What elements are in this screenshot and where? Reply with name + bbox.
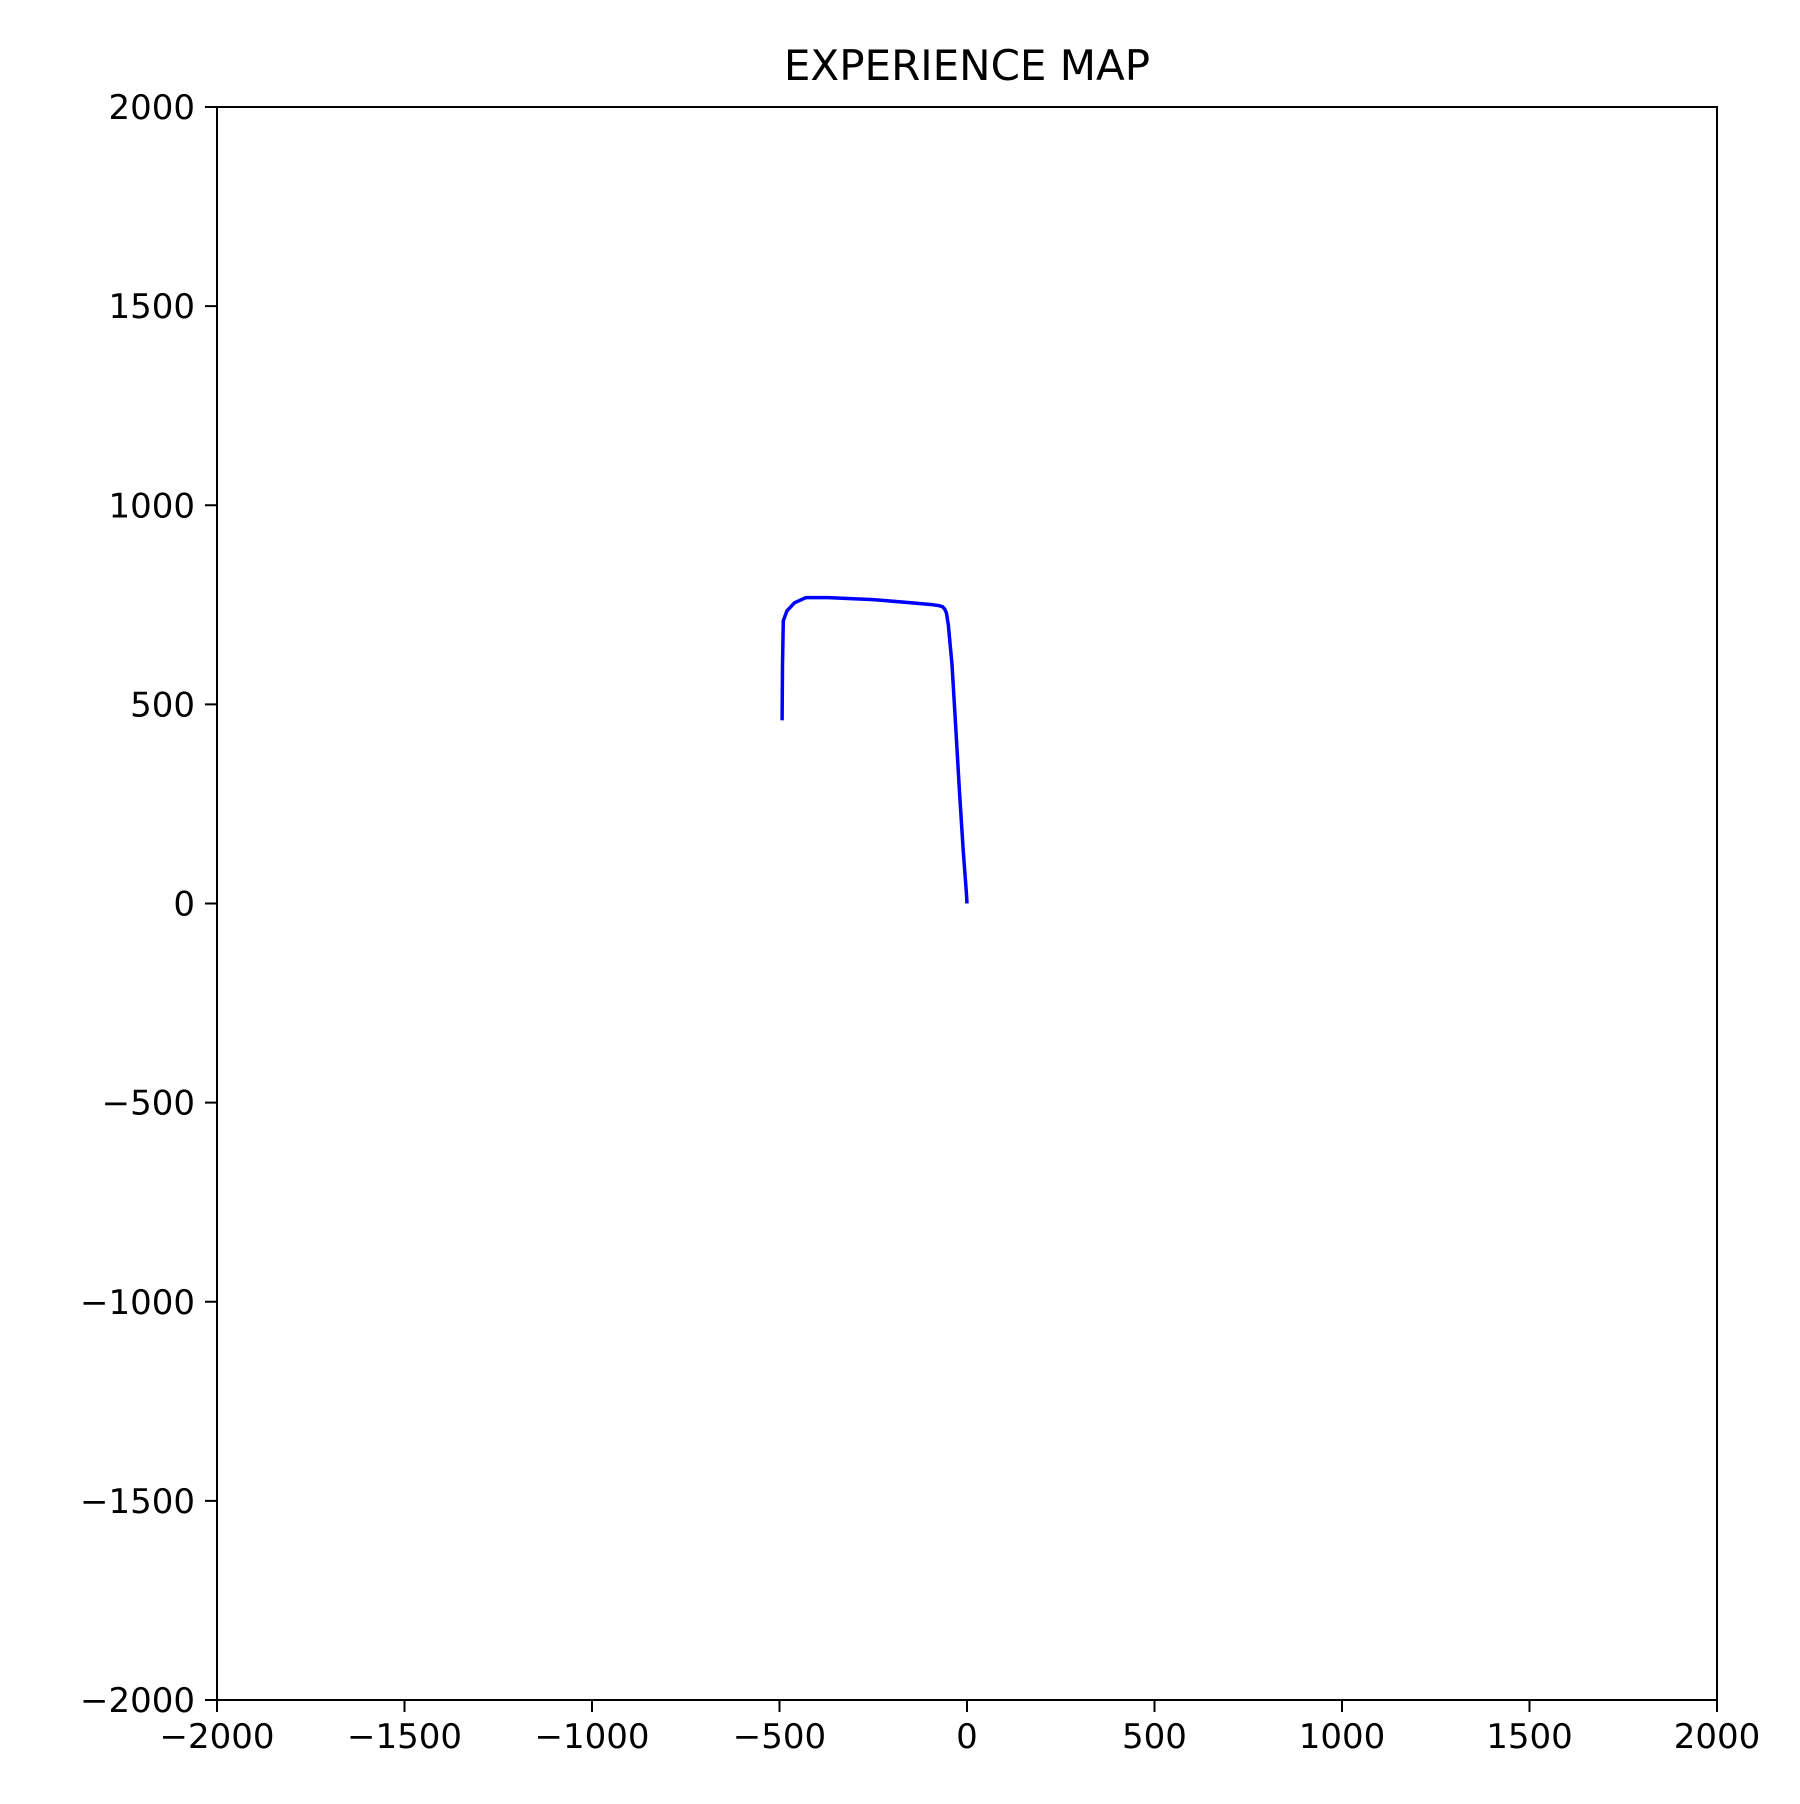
plot-series — [780, 595, 969, 904]
x-tick-label: 0 — [956, 1717, 978, 1757]
axes: −2000 −1500 −1000 −500 0 500 1000 1500 2000 −2000… — [80, 88, 1760, 1757]
series-line-0 — [780, 595, 969, 904]
y-tick-label: 2000 — [108, 88, 195, 128]
y-tick-label: 1500 — [108, 287, 195, 327]
y-tick-label: 500 — [130, 685, 195, 725]
chart-title: EXPERIENCE MAP — [784, 41, 1150, 90]
y-tick-label: −500 — [102, 1084, 195, 1124]
y-tick-label: −1000 — [80, 1283, 195, 1323]
x-tick-label: 1500 — [1486, 1717, 1573, 1757]
y-tick-label: −2000 — [80, 1681, 195, 1721]
x-tick-label: 500 — [1122, 1717, 1187, 1757]
x-tick-label: −1000 — [534, 1717, 649, 1757]
x-tick-label: −500 — [733, 1717, 826, 1757]
x-tick-label: 1000 — [1299, 1717, 1386, 1757]
x-tick-label: 2000 — [1674, 1717, 1761, 1757]
y-tick-label: −1500 — [80, 1482, 195, 1522]
x-tick-label: −2000 — [159, 1717, 274, 1757]
y-tick-label: 0 — [173, 885, 195, 925]
x-tick-label: −1500 — [347, 1717, 462, 1757]
y-tick-label: 1000 — [108, 486, 195, 526]
